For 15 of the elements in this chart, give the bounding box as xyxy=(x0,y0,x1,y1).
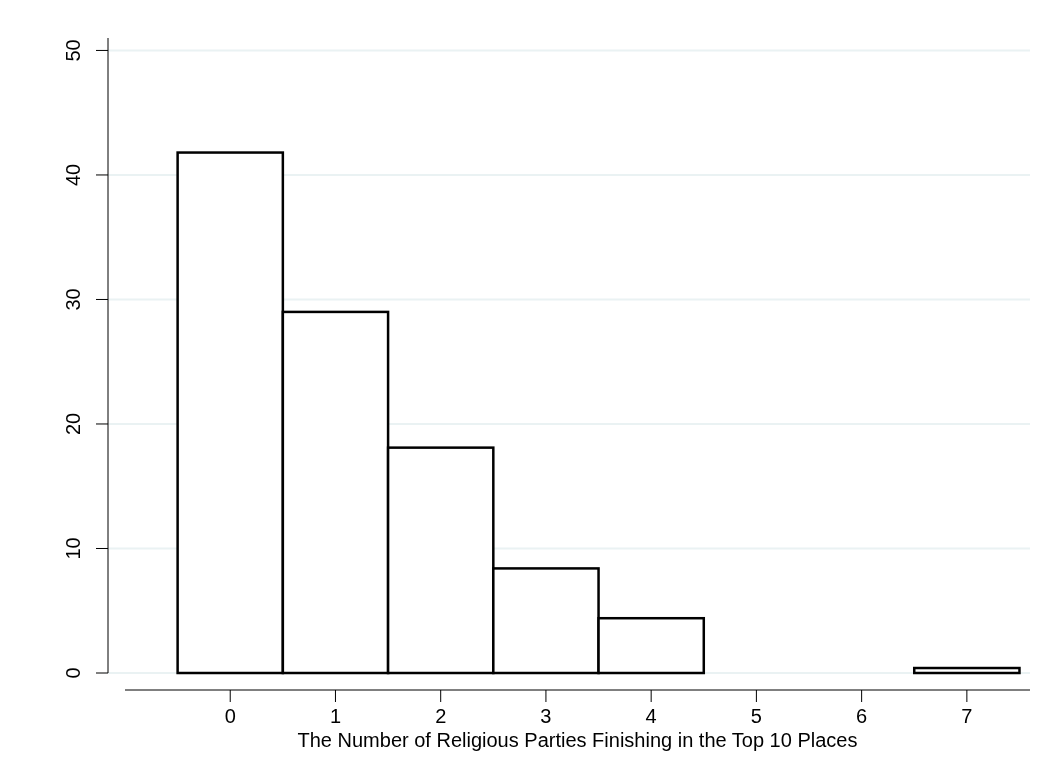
x-tick-label: 2 xyxy=(435,705,447,727)
x-tick-label: 0 xyxy=(224,705,236,727)
y-tick-label: 30 xyxy=(62,288,84,311)
x-tick-label: 7 xyxy=(961,705,973,727)
x-tick-label: 3 xyxy=(540,705,552,727)
y-tick-label: 0 xyxy=(62,667,84,679)
x-tick-label: 6 xyxy=(856,705,868,727)
y-tick-label: 40 xyxy=(62,163,84,187)
x-tick-label: 4 xyxy=(645,705,657,727)
y-tick-label: 20 xyxy=(62,412,84,436)
y-tick-label: 50 xyxy=(62,39,84,62)
y-tick-label: 10 xyxy=(62,537,84,560)
x-axis-title: The Number of Religious Parties Finishing in the Top 10 Places xyxy=(297,729,858,751)
x-tick-label: 1 xyxy=(329,705,342,727)
x-tick-label: 5 xyxy=(750,705,762,727)
